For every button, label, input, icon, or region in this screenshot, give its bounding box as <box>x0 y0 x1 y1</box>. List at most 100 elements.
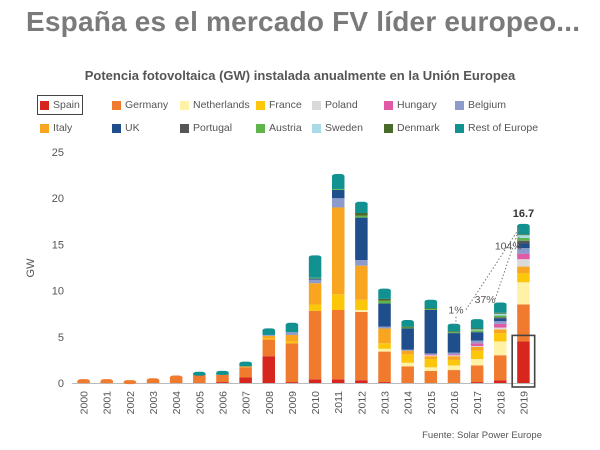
bar-segment-rest-of-europe-2009 <box>285 324 299 333</box>
bar-segment-poland-2016 <box>447 355 461 357</box>
total-label-2019: 16.7 <box>513 208 534 220</box>
x-tick-label-2006: 2006 <box>217 391 229 415</box>
bar-segment-france-2011 <box>331 294 345 311</box>
legend-item-uk: UK <box>112 121 140 135</box>
x-tick-label-2007: 2007 <box>241 391 253 415</box>
legend-swatch <box>384 123 393 133</box>
bar-segment-spain-2007 <box>239 377 252 383</box>
source-note: Fuente: Solar Power Europe <box>422 430 542 441</box>
bar-cap-2017 <box>470 319 484 324</box>
legend-swatch <box>180 100 189 110</box>
bar-segment-germany-2005 <box>193 374 206 383</box>
legend-item-germany: Germany <box>112 98 168 112</box>
x-tick-label-2017: 2017 <box>472 391 484 415</box>
bar-cap-2010 <box>308 255 322 260</box>
bar-cap-2005 <box>193 371 206 376</box>
y-tick-label: 25 <box>52 147 64 159</box>
bar-segment-denmark-2018 <box>494 312 507 314</box>
bar-cap-2018 <box>494 302 507 307</box>
bar-segment-uk-2013 <box>378 303 391 327</box>
legend-swatch <box>455 100 464 110</box>
bar-segment-rest-of-europe-2011 <box>331 176 345 189</box>
leader-line-2018 <box>517 227 520 246</box>
x-tick-label-2002: 2002 <box>125 391 137 415</box>
bar-segment-austria-2019 <box>517 237 530 241</box>
bar-segment-netherlands-2017 <box>470 358 484 366</box>
legend-swatch <box>180 123 189 133</box>
bar-segment-germany-2017 <box>470 365 484 383</box>
bar-segment-poland-2017 <box>470 346 484 347</box>
bar-segment-italy-2010 <box>308 283 322 305</box>
bar-segment-rest-of-europe-2008 <box>262 330 276 335</box>
bar-segment-netherlands-2019 <box>517 282 530 305</box>
bar-segment-france-2019 <box>517 273 530 283</box>
bar-segment-denmark-2019 <box>517 234 530 236</box>
x-tick-label-2019: 2019 <box>518 391 530 415</box>
x-tick-label-2004: 2004 <box>171 391 183 415</box>
bar-segment-germany-2013 <box>378 351 391 383</box>
bar-segment-denmark-2012 <box>355 212 368 216</box>
bar-segment-france-2013 <box>378 343 391 349</box>
bar-segment-denmark-2016 <box>447 331 461 333</box>
bar-segment-france-2009 <box>285 341 299 344</box>
bar-segment-germany-2014 <box>401 366 414 383</box>
legend-label: Spain <box>53 99 80 111</box>
bar-segment-hungary-2016 <box>447 354 461 356</box>
bar-segment-belgium-2010 <box>308 279 322 284</box>
bar-segment-germany-2012 <box>355 311 368 381</box>
bar-segment-spain-2006 <box>216 382 229 383</box>
bar-segment-belgium-2014 <box>401 349 414 351</box>
bar-cap-2003 <box>146 378 160 383</box>
bar-segment-belgium-2017 <box>470 340 484 344</box>
bar-segment-uk-2017 <box>470 332 484 341</box>
bar-segment-spain-2010 <box>308 379 322 383</box>
bar-segment-poland-2018 <box>494 327 507 330</box>
bar-cap-2019 <box>517 223 530 228</box>
legend-item-italy: Italy <box>40 121 72 135</box>
bar-segment-spain-2017 <box>470 382 484 383</box>
legend-swatch <box>312 100 321 110</box>
bar-segment-denmark-2014 <box>401 326 414 328</box>
bar-segment-netherlands-2018 <box>494 341 507 356</box>
legend-label: Rest of Europe <box>468 122 539 134</box>
y-tick-label: 0 <box>58 378 64 390</box>
bar-segment-uk-2014 <box>401 328 414 350</box>
bar-segment-austria-2013 <box>378 300 391 304</box>
bar-segment-belgium-2011 <box>331 198 345 208</box>
growth-label-2016: 1% <box>448 305 463 317</box>
bar-segment-netherlands-2012 <box>355 310 368 312</box>
bar-cap-2002 <box>123 380 137 385</box>
bar-cap-2011 <box>331 174 345 179</box>
bar-segment-denmark-2015 <box>424 308 438 310</box>
bar-segment-belgium-2018 <box>494 321 507 324</box>
bar-cap-2016 <box>447 323 461 328</box>
x-tick-label-2010: 2010 <box>310 391 322 415</box>
legend-swatch <box>455 123 464 133</box>
bar-segment-netherlands-2014 <box>401 362 414 367</box>
y-tick-label: 5 <box>58 332 64 344</box>
x-tick-label-2015: 2015 <box>426 391 438 415</box>
bar-segment-italy-2011 <box>331 207 345 295</box>
bar-segment-germany-2011 <box>331 310 345 380</box>
bar-segment-italy-2019 <box>517 266 530 274</box>
bar-cap-2000 <box>77 379 90 384</box>
bar-segment-rest-of-europe-2014 <box>401 322 414 327</box>
bar-segment-uk-2012 <box>355 217 368 261</box>
y-tick-label: 10 <box>52 286 64 298</box>
bar-segment-germany-2004 <box>169 377 183 383</box>
legend-item-france: France <box>256 98 302 112</box>
legend-item-denmark: Denmark <box>384 121 440 135</box>
bar-segment-austria-2011 <box>331 188 345 190</box>
legend-item-rest-of-europe: Rest of Europe <box>455 121 538 135</box>
legend-swatch <box>40 100 49 110</box>
y-axis-label: GW <box>25 258 37 278</box>
bar-segment-belgium-2013 <box>378 326 391 329</box>
leader-line-2017 <box>494 227 520 300</box>
bar-segment-spain-2011 <box>331 379 345 383</box>
bar-segment-spain-2008 <box>262 356 276 383</box>
legend-swatch <box>384 100 393 110</box>
x-tick-label-2018: 2018 <box>495 391 507 415</box>
growth-label-2018: 104% <box>495 240 522 252</box>
bar-segment-rest-of-europe-2016 <box>447 325 461 332</box>
legend-label: Italy <box>53 122 73 134</box>
